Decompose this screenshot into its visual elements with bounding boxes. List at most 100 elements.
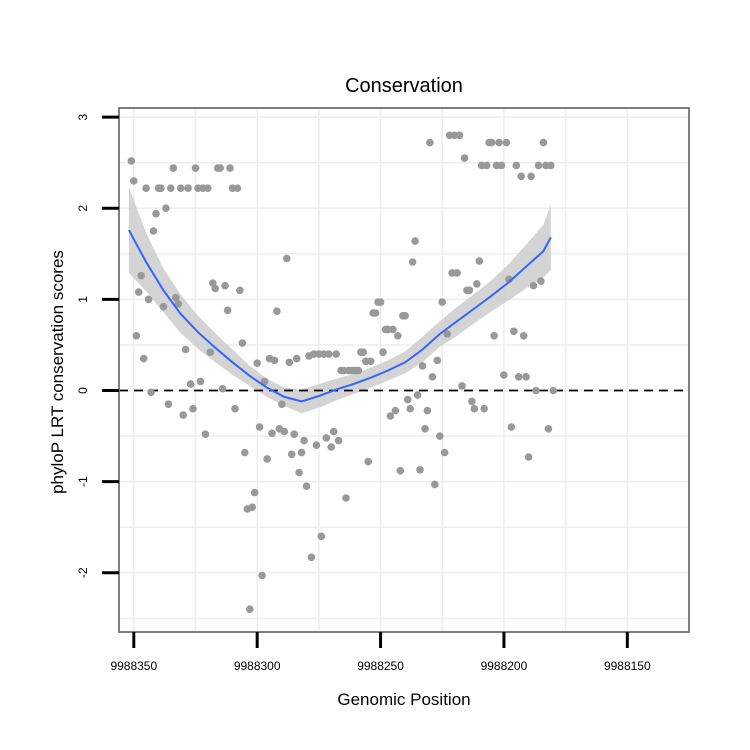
data-point (519, 332, 528, 340)
data-point (184, 184, 192, 192)
data-point (287, 450, 296, 459)
data-point (250, 488, 259, 497)
data-point (433, 356, 442, 365)
data-point (144, 295, 153, 304)
data-point (204, 184, 212, 192)
data-point (292, 354, 301, 363)
data-point (307, 553, 316, 562)
data-point (290, 430, 299, 439)
data-point (139, 354, 148, 363)
x-tick-label: 9988300 (234, 659, 281, 673)
data-point (218, 384, 227, 393)
data-point (317, 532, 326, 541)
data-point (431, 480, 439, 489)
data-point (332, 350, 340, 358)
data-point (216, 164, 224, 172)
data-point (389, 325, 397, 334)
data-point (142, 184, 150, 192)
data-point (443, 330, 452, 338)
data-point (201, 430, 210, 439)
data-point (428, 373, 437, 381)
data-point (403, 395, 412, 404)
data-point (258, 571, 266, 580)
data-point (534, 161, 543, 170)
data-point (359, 348, 368, 357)
data-point (152, 209, 160, 218)
data-point (401, 312, 410, 320)
data-point (512, 161, 521, 170)
data-point (549, 386, 558, 395)
data-point (149, 227, 158, 235)
data-point (268, 429, 276, 438)
data-point (132, 332, 141, 340)
data-point (502, 138, 511, 147)
data-point (223, 306, 232, 315)
data-point (391, 406, 400, 415)
data-point (127, 157, 136, 165)
x-axis-title: Genomic Position (337, 690, 470, 709)
data-point (460, 154, 469, 162)
data-point (186, 380, 195, 388)
data-point (172, 293, 180, 302)
x-axis-ticks: 9988350 9988300 9988250 9988200 9988150 (110, 632, 651, 673)
data-point (236, 286, 244, 295)
data-point (416, 466, 424, 474)
data-point (537, 277, 545, 285)
data-point (169, 164, 178, 172)
data-point (354, 366, 363, 375)
x-tick-label: 9988350 (110, 659, 157, 673)
y-tick-label: 0 (76, 387, 90, 394)
data-point (371, 309, 380, 317)
data-point (147, 388, 155, 397)
data-point (246, 605, 254, 613)
data-point (544, 425, 553, 433)
x-tick-label: 9988200 (481, 659, 528, 673)
data-point (300, 436, 308, 445)
data-point (423, 406, 432, 415)
data-point (238, 339, 247, 347)
y-tick-label: 2 (76, 205, 90, 212)
data-point (270, 356, 279, 365)
data-point (386, 412, 395, 420)
data-point (490, 332, 498, 340)
data-point (453, 269, 461, 277)
data-point (295, 468, 303, 477)
data-point (248, 503, 256, 512)
data-point (394, 332, 402, 340)
data-point (510, 327, 518, 336)
data-point (497, 161, 506, 170)
data-point (211, 284, 219, 293)
data-point (475, 257, 484, 265)
data-point (159, 302, 168, 311)
data-point (167, 184, 175, 192)
data-point (263, 455, 271, 463)
data-point (482, 161, 491, 170)
data-point (473, 280, 481, 288)
data-point (164, 400, 173, 409)
data-point (411, 237, 419, 245)
data-point (465, 286, 474, 295)
data-point (514, 373, 523, 381)
data-point (297, 448, 306, 457)
data-point (455, 131, 464, 140)
data-point (413, 391, 422, 399)
data-point (196, 377, 205, 386)
data-point (436, 432, 444, 440)
data-point (174, 300, 182, 308)
data-point (529, 281, 538, 290)
data-point (408, 258, 417, 266)
x-tick-label: 9988250 (357, 659, 404, 673)
x-tick-label: 9988150 (604, 659, 651, 673)
data-point (418, 362, 427, 370)
data-point (438, 298, 447, 306)
data-point (327, 443, 336, 451)
data-point (507, 423, 516, 431)
data-point (324, 350, 333, 358)
data-point (468, 397, 476, 406)
chart-title: Conservation (345, 75, 463, 97)
confidence-band (128, 187, 551, 414)
data-point (406, 404, 415, 413)
data-point (500, 371, 508, 379)
data-point (189, 404, 197, 413)
